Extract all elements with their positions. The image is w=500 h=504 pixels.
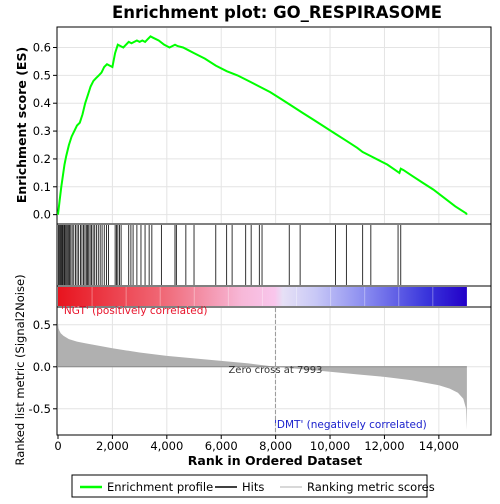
legend-label: Hits [242, 480, 264, 494]
es-y-tick-label: 0.1 [33, 180, 51, 194]
es-y-tick-label: 0.0 [33, 208, 51, 222]
enrichment-profile-line [57, 35, 468, 216]
es-y-ticks: 0.0 0.1 0.2 0.3 0.4 0.5 0.6 [33, 41, 57, 222]
chart-title: Enrichment plot: GO_RESPIRASOME [112, 3, 442, 22]
hit-marks [58, 225, 402, 285]
rank-color-bar-segments [91, 287, 434, 306]
rank-color-bar [58, 287, 467, 306]
x-tick-label: 0 [54, 439, 61, 453]
x-tick-label: 6,000 [205, 439, 238, 453]
legend-label: Ranking metric scores [307, 480, 435, 494]
negative-correlation-label: 'DMT' (negatively correlated) [274, 419, 427, 431]
metric-y-ticks: 0.5 0.0 -0.5 [29, 318, 57, 416]
metric-y-tick-label: 0.5 [33, 318, 51, 332]
legend-label: Enrichment profile [107, 480, 213, 494]
zero-cross-label: Zero cross at 7993 [228, 365, 322, 376]
metric-y-axis-label: Ranked list metric (Signal2Noise) [13, 274, 27, 465]
x-axis-ticks: 0 2,000 4,000 6,000 8,000 10,000 12,000 14,000 [54, 435, 459, 453]
metric-panel-frame [56, 306, 492, 436]
x-tick-label: 2,000 [96, 439, 129, 453]
x-tick-label: 4,000 [150, 439, 183, 453]
es-y-tick-label: 0.3 [33, 124, 51, 138]
es-y-axis-label: Enrichment score (ES) [14, 47, 29, 203]
x-tick-label: 8,000 [259, 439, 292, 453]
es-y-tick-label: 0.2 [33, 152, 51, 166]
es-panel-frame [56, 26, 492, 225]
metric-y-tick-label: 0.0 [33, 360, 51, 374]
es-y-tick-label: 0.5 [33, 68, 51, 82]
x-tick-label: 14,000 [419, 439, 459, 453]
es-panel-gridlines [58, 28, 490, 223]
metric-y-tick-label: -0.5 [29, 402, 51, 416]
legend: Enrichment profile Hits Ranking metric sco… [80, 480, 435, 494]
x-tick-label: 10,000 [310, 439, 350, 453]
hits-panel-frame [56, 223, 492, 287]
legend-box [71, 474, 428, 498]
positive-correlation-label: 'NGT' (positively correlated) [61, 305, 207, 317]
es-y-tick-label: 0.6 [33, 41, 51, 55]
x-tick-label: 12,000 [364, 439, 404, 453]
ranking-metric-area [58, 323, 467, 430]
es-y-tick-label: 0.4 [33, 96, 51, 110]
x-axis-label: Rank in Ordered Dataset [188, 453, 362, 468]
